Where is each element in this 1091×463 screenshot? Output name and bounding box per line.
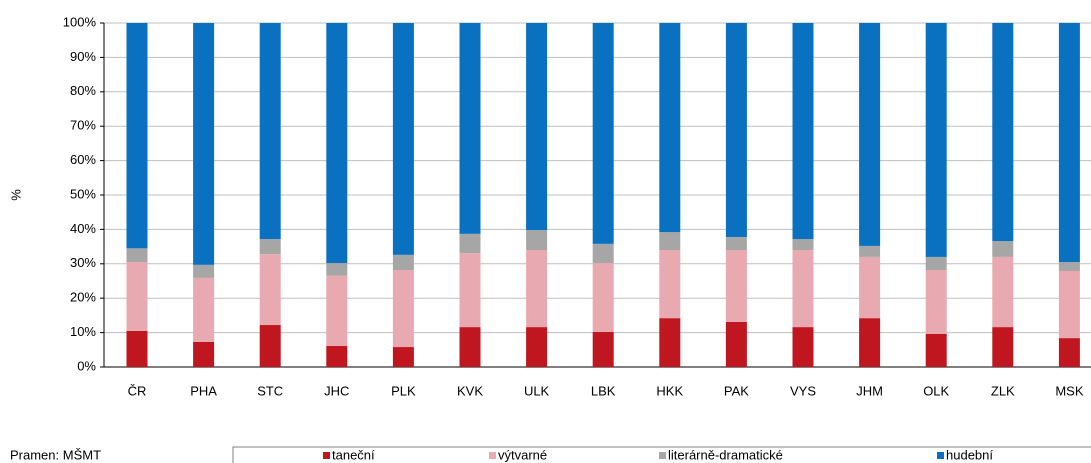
bar-segment [992, 241, 1014, 257]
bar-segment [526, 23, 548, 231]
y-tick-label: 0% [77, 358, 96, 373]
bar-segment [193, 341, 215, 367]
bar-segment [592, 243, 614, 264]
legend-swatch [659, 452, 666, 459]
bar-segment [459, 233, 481, 254]
bar-segment [1058, 271, 1080, 339]
bar-segment [592, 331, 614, 367]
bar-segment [193, 264, 215, 278]
y-tick-label: 20% [70, 290, 96, 305]
bar-segment [992, 327, 1014, 367]
legend-swatch [489, 452, 496, 459]
x-tick-label: MSK [1055, 383, 1084, 398]
bar-segment [659, 232, 681, 251]
legend-swatch [323, 452, 330, 459]
y-tick-label: 10% [70, 324, 96, 339]
bar-segment [392, 254, 414, 270]
bar-segment [859, 318, 881, 367]
bar-segment [259, 325, 281, 367]
bar-segment [1058, 338, 1080, 367]
bar-segment [792, 327, 814, 367]
x-tick-label: LBK [591, 383, 616, 398]
bar-segment [725, 236, 747, 251]
y-axis-label: % [8, 189, 23, 201]
x-tick-label: VYS [790, 383, 816, 398]
bar-segment [859, 256, 881, 319]
bar-segment [126, 330, 148, 367]
bar-segment [925, 256, 947, 270]
bar-segment [459, 253, 481, 328]
bar-segment [592, 23, 614, 244]
bar-segment [326, 23, 348, 264]
bar-segment [326, 275, 348, 347]
bar-segment [326, 263, 348, 276]
bar-segment [659, 318, 681, 367]
x-tick-label: ULK [524, 383, 550, 398]
legend-label: hudební [946, 447, 993, 462]
bar-segment [859, 245, 881, 257]
bar-segment [725, 23, 747, 237]
x-tick-label: PLK [391, 383, 416, 398]
bar-segment [126, 262, 148, 331]
bar-segment [992, 256, 1014, 328]
y-tick-label: 80% [70, 83, 96, 98]
x-tick-label: HKK [656, 383, 683, 398]
bar-segment [1058, 23, 1080, 263]
bar-segment [526, 250, 548, 328]
y-tick-label: 30% [70, 255, 96, 270]
x-tick-label: PAK [724, 383, 749, 398]
bar-segment [526, 327, 548, 367]
y-tick-label: 40% [70, 221, 96, 236]
y-tick-label: 70% [70, 118, 96, 133]
bar-segment [526, 230, 548, 251]
y-tick-label: 90% [70, 49, 96, 64]
bar-segment [725, 250, 747, 322]
bar-segment [659, 250, 681, 319]
x-tick-label: OLK [923, 383, 949, 398]
bar-segment [1058, 262, 1080, 272]
bar-segment [459, 23, 481, 234]
x-tick-label: JHM [856, 383, 883, 398]
bar-segment [392, 347, 414, 367]
source-note: Pramen: MŠMT [10, 447, 101, 462]
legend-label: taneční [332, 447, 375, 462]
x-tick-label: KVK [457, 383, 483, 398]
y-tick-label: 60% [70, 152, 96, 167]
legend-label: literárně-dramatické [668, 447, 783, 462]
bar-segment [326, 346, 348, 367]
bar-segment [992, 23, 1014, 242]
bar-segment [259, 23, 281, 240]
bar-segment [925, 23, 947, 257]
x-tick-label: ZLK [991, 383, 1015, 398]
bar-segment [193, 277, 215, 342]
bar-segment [592, 263, 614, 332]
y-tick-label: 100% [63, 14, 97, 29]
bar-segment [126, 23, 148, 249]
x-tick-label: STC [257, 383, 283, 398]
y-tick-label: 50% [70, 186, 96, 201]
bar-segment [459, 327, 481, 367]
x-tick-label: JHC [324, 383, 349, 398]
bar-segment [925, 333, 947, 367]
bar-segment [792, 23, 814, 240]
bar-segment [126, 248, 148, 263]
bar-segment [925, 269, 947, 334]
legend-label: výtvarné [498, 447, 547, 462]
bar-segment [392, 269, 414, 348]
bar-segment [859, 23, 881, 246]
bar-segment [193, 23, 215, 265]
bar-segment [725, 321, 747, 367]
legend-swatch [937, 452, 944, 459]
x-tick-label: ČR [128, 383, 147, 398]
bar-segment [659, 23, 681, 233]
bar-segment [792, 250, 814, 328]
bar-segment [392, 23, 414, 255]
bar-segment [792, 239, 814, 251]
x-tick-label: PHA [190, 383, 217, 398]
bar-segment [259, 254, 281, 326]
bar-segment [259, 239, 281, 255]
